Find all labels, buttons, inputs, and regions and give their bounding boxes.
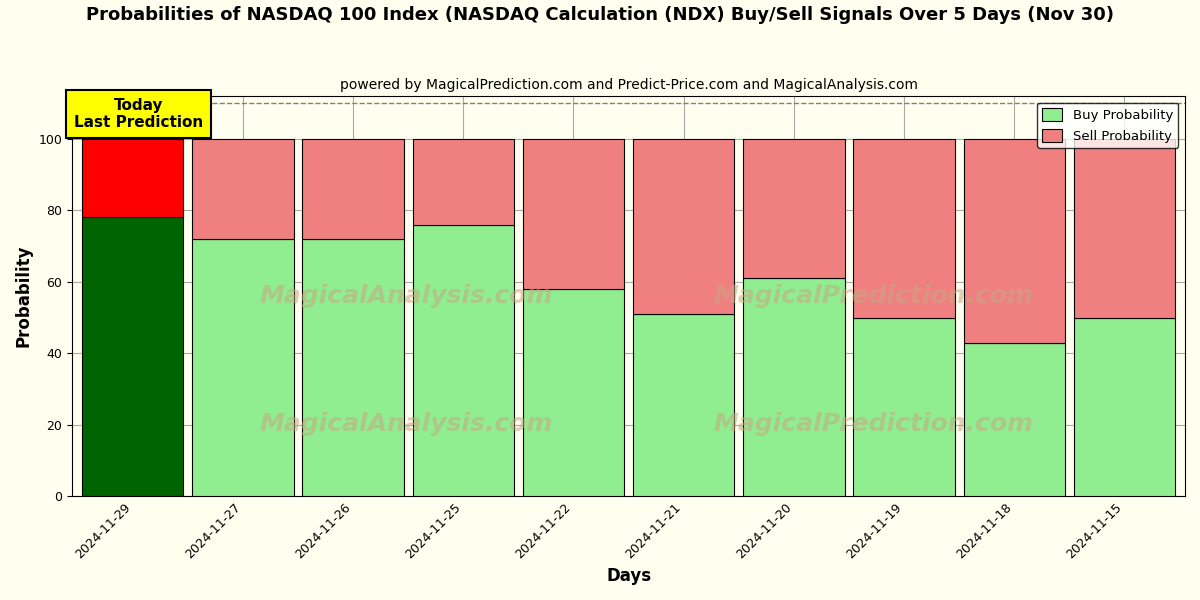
Bar [82,217,184,496]
Bar [523,289,624,496]
Bar [302,239,404,496]
Bar [192,239,294,496]
Bar [853,139,955,317]
Bar [632,314,734,496]
Y-axis label: Probability: Probability [16,245,34,347]
Text: MagicalPrediction.com: MagicalPrediction.com [714,412,1033,436]
Bar [413,224,514,496]
Bar [743,278,845,496]
Bar [964,139,1064,343]
Title: powered by MagicalPrediction.com and Predict-Price.com and MagicalAnalysis.com: powered by MagicalPrediction.com and Pre… [340,78,918,92]
Bar [853,317,955,496]
Bar [413,139,514,224]
Text: Today
Last Prediction: Today Last Prediction [73,98,203,130]
Bar [302,139,404,239]
Text: MagicalAnalysis.com: MagicalAnalysis.com [259,412,553,436]
X-axis label: Days: Days [606,567,652,585]
Bar [632,139,734,314]
Bar [82,139,184,217]
Bar [743,139,845,278]
Text: Probabilities of NASDAQ 100 Index (NASDAQ Calculation (NDX) Buy/Sell Signals Ove: Probabilities of NASDAQ 100 Index (NASDA… [86,6,1114,24]
Bar [523,139,624,289]
Text: MagicalAnalysis.com: MagicalAnalysis.com [259,284,553,308]
Legend: Buy Probability, Sell Probability: Buy Probability, Sell Probability [1037,103,1178,148]
Bar [1074,139,1175,317]
Bar [192,139,294,239]
Bar [964,343,1064,496]
Text: MagicalPrediction.com: MagicalPrediction.com [714,284,1033,308]
Bar [1074,317,1175,496]
